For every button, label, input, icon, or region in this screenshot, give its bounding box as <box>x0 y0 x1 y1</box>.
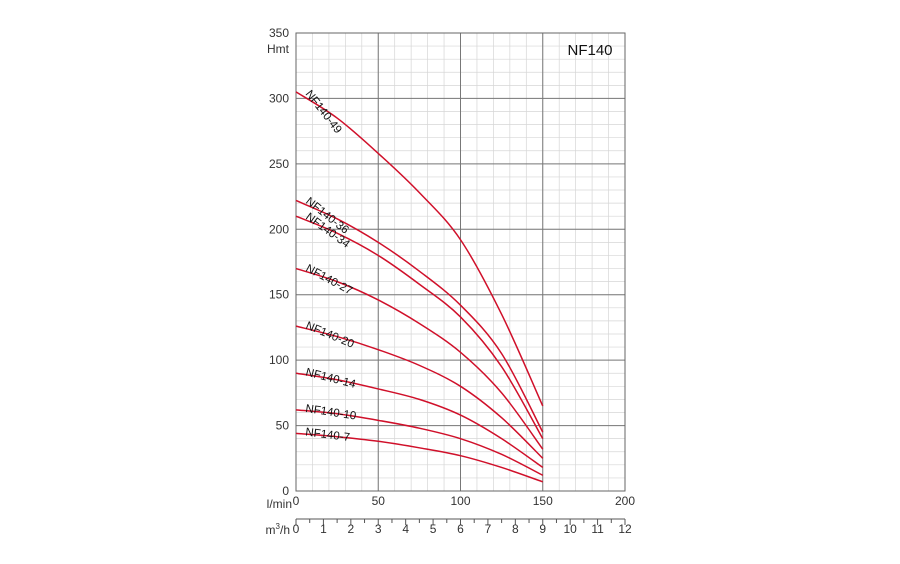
x2-tick-label: 0 <box>293 522 300 536</box>
plot-frame <box>295 32 626 492</box>
x-tick-label: 200 <box>615 494 635 508</box>
x-tick-label: 150 <box>533 494 553 508</box>
y-tick-label: 300 <box>269 91 289 105</box>
y-tick-label: 100 <box>269 353 289 367</box>
y-tick-label: 250 <box>269 157 289 171</box>
curve-nf140-7 <box>295 432 543 483</box>
x-axis-label: l/min <box>267 497 292 511</box>
y-axis-label: Hmt <box>267 42 290 56</box>
x2-label-sup: 3 <box>276 522 281 531</box>
secondary-x-axis-label: m3/h <box>266 522 290 537</box>
curve-nf140-14 <box>295 372 544 469</box>
x2-tick-label: 7 <box>485 522 492 536</box>
curve-label: NF140-7 <box>305 426 351 444</box>
x2-tick-label: 10 <box>563 522 577 536</box>
x-tick-label: 50 <box>372 494 386 508</box>
x2-tick-label: 5 <box>430 522 437 536</box>
y-tick-label: 150 <box>269 288 289 302</box>
chart-title: NF140 <box>567 42 612 59</box>
curve-nf140-20 <box>295 325 544 459</box>
x2-tick-label: 3 <box>375 522 382 536</box>
x2-label-suffix: /h <box>280 523 290 537</box>
x2-tick-label: 2 <box>347 522 354 536</box>
x-tick-label: 100 <box>450 494 470 508</box>
curve-nf140-10 <box>295 409 544 476</box>
curve-nf140-36 <box>295 199 544 433</box>
x-tick-label: 0 <box>293 494 300 508</box>
x-axis-ticks: 0 50 100 150 200 <box>293 494 636 508</box>
curve-label: NF140-20 <box>304 320 356 351</box>
curve-labels: NF140-49NF140-36NF140-34NF140-27NF140-20… <box>303 88 358 444</box>
x2-tick-label: 6 <box>457 522 464 536</box>
x2-tick-label: 8 <box>512 522 519 536</box>
y-axis-ticks: 0 50 100 150 200 250 300 350 <box>269 26 289 498</box>
x2-tick-label: 11 <box>591 522 604 536</box>
curve-label: NF140-49 <box>303 88 344 136</box>
curve-nf140-27 <box>295 267 544 450</box>
x2-label-base: m <box>266 523 276 537</box>
x2-tick-label: 4 <box>402 522 409 536</box>
y-tick-label: 50 <box>276 419 290 433</box>
x2-tick-label: 12 <box>618 522 632 536</box>
y-tick-label: 200 <box>269 222 289 236</box>
curve-nf140-49 <box>295 91 544 407</box>
curve-nf140-34 <box>295 215 544 440</box>
x2-tick-label: 9 <box>539 522 546 536</box>
y-tick-label: 0 <box>282 484 289 498</box>
x2-tick-label: 1 <box>320 522 327 536</box>
secondary-x-axis: 0 1 2 3 4 5 6 7 8 9 10 11 12 <box>293 518 632 536</box>
y-tick-label: 350 <box>269 26 289 40</box>
curves <box>295 91 544 483</box>
